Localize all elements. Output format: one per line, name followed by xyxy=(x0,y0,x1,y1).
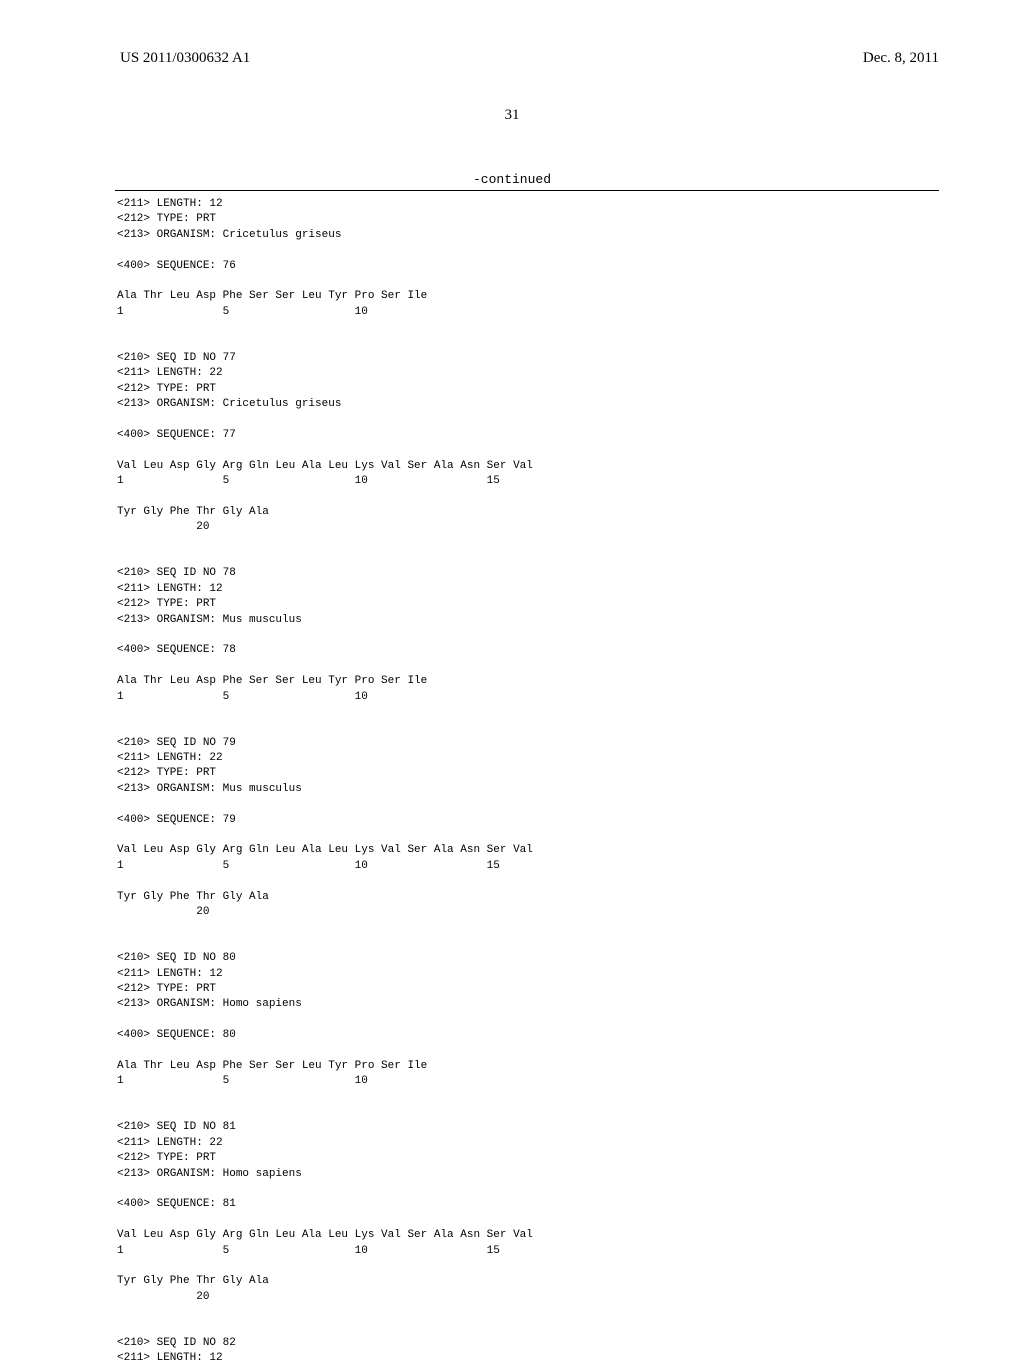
continued-label: -continued xyxy=(0,172,1024,187)
sequence-listing: <211> LENGTH: 12 <212> TYPE: PRT <213> O… xyxy=(0,191,1024,1367)
publication-number: US 2011/0300632 A1 xyxy=(120,50,250,67)
publication-date: Dec. 8, 2011 xyxy=(863,50,939,67)
page-number: 31 xyxy=(0,107,1024,124)
page-header: US 2011/0300632 A1 Dec. 8, 2011 xyxy=(0,0,1024,67)
